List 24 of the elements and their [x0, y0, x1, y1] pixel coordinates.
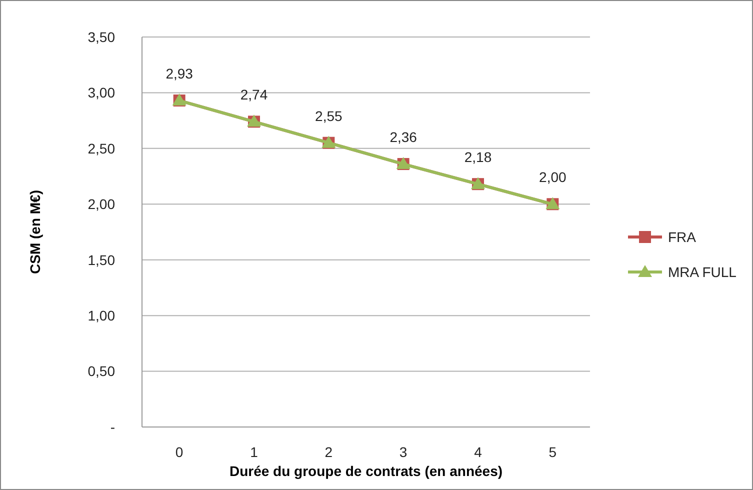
- text: 2,18: [464, 149, 492, 166]
- y-tick-label: 0,50: [88, 363, 116, 380]
- text: 2,00: [539, 169, 566, 186]
- y-tick-label: 2,50: [88, 140, 116, 156]
- y-axis-title: CSM (en M€): [27, 190, 43, 274]
- y-tick-label: 1,00: [88, 307, 116, 324]
- legend-label: FRA: [668, 228, 697, 245]
- x-tick-label: 4: [474, 444, 482, 460]
- text: 2,55: [315, 108, 342, 124]
- y-tick-label: 2,00: [88, 196, 116, 212]
- text: 2,36: [390, 129, 417, 146]
- x-axis-title: Durée du groupe de contrats (en années): [229, 463, 503, 479]
- text: 2,93: [166, 66, 193, 82]
- x-tick-label: 1: [250, 444, 258, 460]
- y-tick-label: 3,50: [88, 28, 116, 45]
- legend-label: MRA FULL: [668, 264, 737, 280]
- x-tick-label: 3: [399, 444, 408, 460]
- x-tick-label: 2: [324, 444, 333, 460]
- y-tick-label: 1,50: [88, 252, 116, 268]
- x-tick-label: 5: [548, 444, 557, 460]
- text: 2,74: [240, 86, 268, 103]
- y-tick-label: 3,00: [88, 84, 116, 101]
- y-tick-label: -: [110, 418, 116, 435]
- x-tick-label: 0: [175, 444, 184, 460]
